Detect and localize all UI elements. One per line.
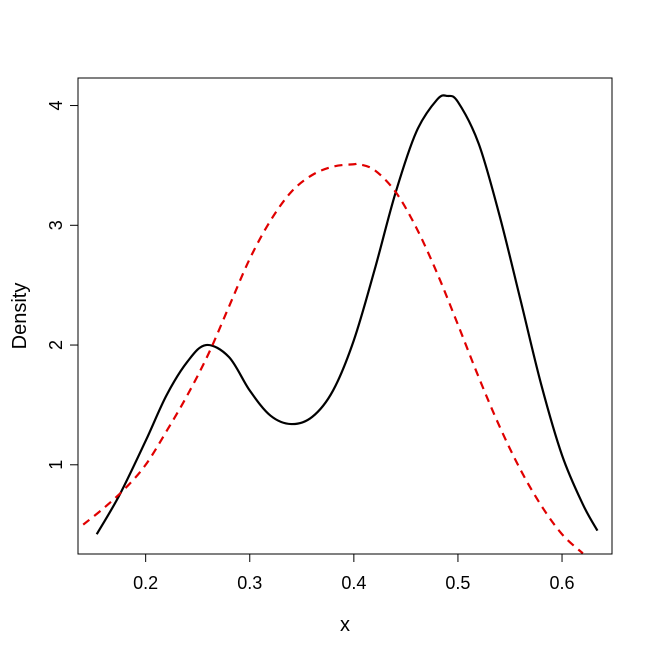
y-tick-label: 4 [46, 101, 66, 111]
axes: 0.2 0.3 0.4 0.5 0.6 1 2 3 4 [46, 77, 613, 593]
plot-area [82, 94, 599, 554]
y-tick-label: 3 [46, 220, 66, 230]
x-tick-label: 0.3 [237, 573, 262, 593]
series-line-dashed [82, 162, 584, 554]
x-axis-label: x [340, 614, 350, 636]
series-line-solid [95, 94, 599, 535]
y-tick-label: 1 [46, 460, 66, 470]
y-axis-label: Density [9, 283, 31, 350]
x-tick-label: 0.5 [445, 573, 470, 593]
x-tick-label: 0.2 [133, 573, 158, 593]
x-tick-label: 0.4 [341, 573, 366, 593]
y-tick-label: 2 [46, 340, 66, 350]
x-tick-label: 0.6 [550, 573, 575, 593]
plot-frame [77, 77, 613, 555]
